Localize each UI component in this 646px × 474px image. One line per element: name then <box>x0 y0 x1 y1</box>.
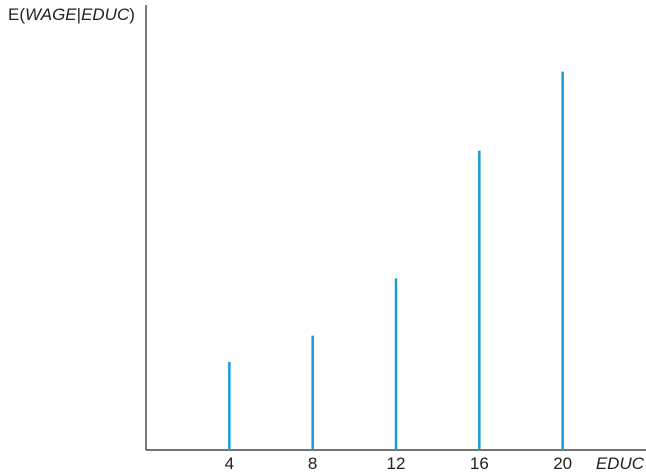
bars-group <box>228 71 564 450</box>
x-tick-label: 8 <box>308 454 317 471</box>
y-axis-label-part: ) <box>129 5 135 24</box>
y-axis-label-part: | <box>76 5 82 24</box>
x-tick-labels: 4 8 12 16 20 <box>225 454 573 471</box>
y-axis-label-part: WAGE <box>25 5 77 24</box>
x-axis-label: EDUC <box>595 454 644 473</box>
y-axis-label-part: E( <box>8 5 25 24</box>
x-tick-label: 16 <box>470 454 489 471</box>
x-tick-label: 20 <box>553 454 572 471</box>
y-axis-label: E(WAGE|EDUC) <box>8 5 135 25</box>
x-tick-label: 12 <box>387 454 406 471</box>
x-tick-label: 4 <box>225 454 234 471</box>
y-axis-label-part: EDUC <box>81 5 130 24</box>
